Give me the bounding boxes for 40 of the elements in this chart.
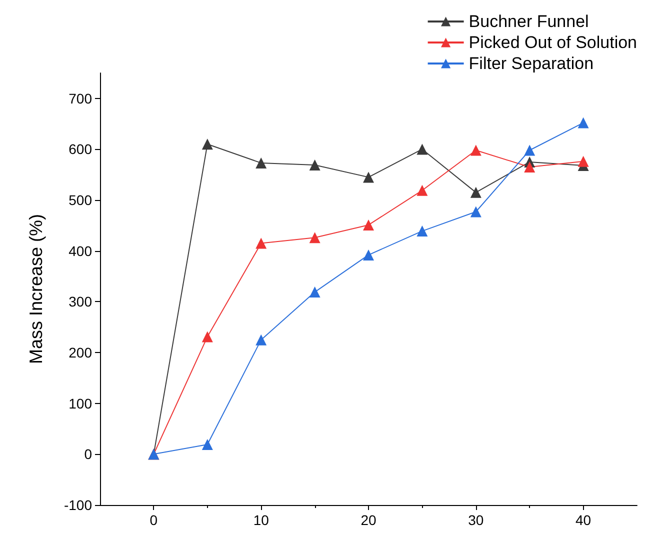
point xyxy=(309,232,320,244)
point xyxy=(578,117,589,128)
legend-label: Buchner Funnel xyxy=(468,12,589,31)
y-tick-label: 500 xyxy=(68,192,92,208)
y-tick-label: 100 xyxy=(68,395,92,412)
point xyxy=(363,249,374,260)
y-tick-label: 400 xyxy=(68,242,92,259)
point xyxy=(470,144,482,156)
point xyxy=(470,186,482,198)
point xyxy=(416,226,428,237)
point xyxy=(202,439,213,450)
point xyxy=(256,157,267,168)
legend-label: Filter Separation xyxy=(468,54,594,73)
point xyxy=(416,184,428,196)
y-tick-label: 0 xyxy=(84,446,92,462)
point xyxy=(363,219,374,230)
point xyxy=(416,144,428,155)
x-tick-label: 40 xyxy=(576,512,592,528)
point xyxy=(202,331,213,342)
y-tick-label: 300 xyxy=(68,294,92,310)
point xyxy=(309,159,320,170)
y-tick-label: 600 xyxy=(68,141,92,158)
y-axis-title: Mass Increase (%) xyxy=(26,214,46,364)
y-tick-label: -100 xyxy=(64,497,92,513)
point xyxy=(256,238,267,249)
y-tick-label: 700 xyxy=(68,90,92,106)
point xyxy=(202,138,213,150)
point xyxy=(578,156,589,167)
point xyxy=(470,206,482,218)
x-tick-label: 30 xyxy=(468,512,484,528)
point xyxy=(363,172,374,183)
point xyxy=(256,334,267,346)
point xyxy=(524,162,536,173)
point xyxy=(524,144,536,156)
x-tick-label: 10 xyxy=(253,512,270,528)
point xyxy=(309,286,320,298)
x-tick-label: 20 xyxy=(360,512,376,528)
x-tick-label: 0 xyxy=(150,512,158,528)
y-tick-label: 200 xyxy=(68,344,92,361)
legend-label: Picked Out of Solution xyxy=(468,33,638,52)
